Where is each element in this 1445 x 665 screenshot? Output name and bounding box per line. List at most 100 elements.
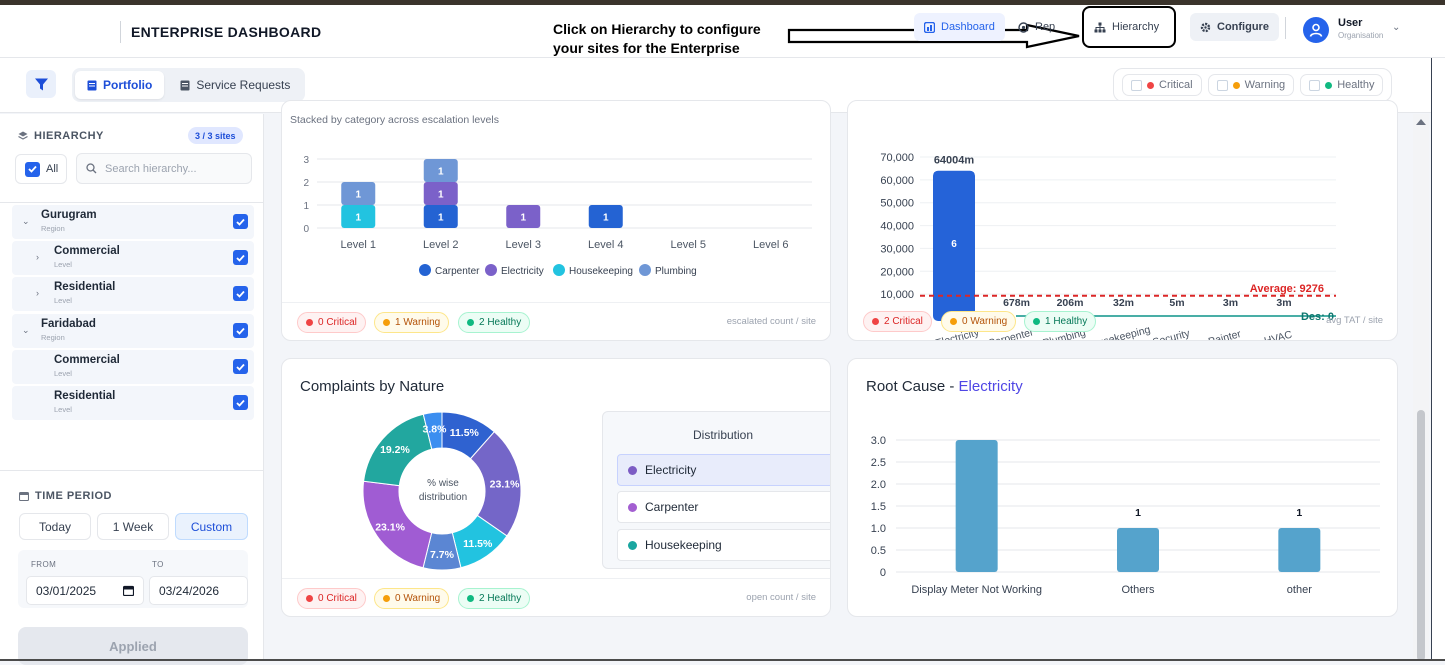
hierarchy-section-title: HIERARCHY [18, 130, 104, 142]
filter-icon [34, 78, 48, 90]
tree-node-checkbox[interactable] [233, 286, 248, 301]
tree-node-gurugram-commercial[interactable]: › Commercial Level [12, 241, 254, 275]
bar-value-label: 206m [1057, 297, 1084, 309]
tab-portfolio[interactable]: Portfolio [75, 71, 165, 99]
scroll-up-arrow-icon[interactable] [1416, 119, 1426, 125]
x-tick-label: Level 2 [423, 239, 458, 251]
tree-node-faridabad-commercial[interactable]: Commercial Level [12, 350, 254, 384]
hierarchy-search-input[interactable] [105, 162, 245, 175]
title-divider [120, 21, 121, 43]
distribution-item-electricity[interactable]: Electricity [617, 454, 830, 486]
divider [0, 470, 264, 471]
distribution-item-label: Electricity [645, 463, 697, 477]
bar-value-label: 1 [1135, 507, 1141, 519]
apply-button[interactable]: Applied [18, 627, 248, 665]
app-title: ENTERPRISE DASHBOARD [131, 24, 322, 40]
tree-node-name: Residential [54, 390, 116, 402]
tree-node-faridabad-residential[interactable]: Residential Level [12, 386, 254, 420]
card-footer: 2 Critical 0 Warning 1 Healthy avg TAT /… [848, 302, 1397, 340]
tree-node-checkbox[interactable] [233, 250, 248, 265]
chevron-down-icon[interactable]: ⌄ [22, 216, 30, 226]
footer-note: open count / site [746, 592, 816, 603]
tree-node-checkbox[interactable] [233, 323, 248, 338]
window-bottom-edge [0, 659, 1445, 661]
period-today-button[interactable]: Today [19, 513, 91, 540]
bar [955, 440, 998, 572]
y-tick-label: 70,000 [880, 152, 914, 164]
y-tick-label: 3 [303, 155, 309, 166]
bar-value-label: 678m [1003, 297, 1030, 309]
report-icon [1018, 21, 1029, 33]
warning-count-pill[interactable]: 0 Warning [374, 588, 450, 609]
distribution-item-label: Housekeeping [645, 538, 722, 552]
bar-inner-label: 6 [951, 239, 957, 250]
chevron-right-icon[interactable]: › [36, 252, 39, 262]
nav-hierarchy-button[interactable]: Hierarchy [1082, 6, 1176, 48]
tree-node-checkbox[interactable] [233, 395, 248, 410]
tree-node-type: Region [41, 224, 65, 233]
critical-count: 0 Critical [318, 593, 357, 604]
period-week-button[interactable]: 1 Week [97, 513, 169, 540]
x-tick-label: Level 1 [341, 239, 376, 251]
nav-report-label: Rep [1035, 21, 1056, 33]
nav-dashboard-label: Dashboard [941, 21, 995, 33]
distribution-item-housekeeping[interactable]: Housekeeping [617, 529, 830, 561]
card-title: Complaints by Nature [300, 378, 445, 395]
healthy-count-pill[interactable]: 2 Healthy [458, 312, 531, 333]
tree-node-gurugram[interactable]: ⌄ Gurugram Region [12, 205, 254, 239]
critical-count-pill[interactable]: 0 Critical [297, 312, 366, 333]
check-icon [236, 399, 245, 407]
tab-service-requests[interactable]: Service Requests [168, 71, 302, 99]
distribution-panel: Distribution Electricity Carpenter House… [602, 411, 830, 569]
chevron-down-icon[interactable]: ⌄ [1392, 22, 1401, 33]
tree-node-checkbox[interactable] [233, 214, 248, 229]
root-cause-category: Electricity [958, 378, 1023, 395]
search-icon [86, 163, 97, 174]
layers-icon [18, 131, 28, 140]
user-name[interactable]: User [1338, 17, 1363, 29]
select-all-checkbox[interactable] [25, 161, 40, 177]
period-custom-button[interactable]: Custom [175, 513, 248, 540]
select-all-button[interactable]: All [15, 154, 67, 184]
chevron-right-icon[interactable]: › [36, 288, 39, 298]
legend-healthy-toggle[interactable]: Healthy [1300, 74, 1384, 96]
nav-report-button[interactable]: Rep [1008, 13, 1065, 41]
nav-configure-button[interactable]: Configure [1190, 13, 1279, 41]
tree-node-type: Level [54, 405, 72, 414]
window-right-edge [1431, 58, 1445, 661]
scrollbar-thumb[interactable] [1417, 410, 1425, 661]
legend-checkbox[interactable] [1131, 79, 1142, 91]
tree-node-checkbox[interactable] [233, 359, 248, 374]
slice-label: 11.5% [463, 538, 493, 550]
warning-count-pill[interactable]: 0 Warning [941, 311, 1017, 332]
legend-warning-toggle[interactable]: Warning [1207, 74, 1295, 96]
warning-dot-icon [383, 595, 390, 602]
tree-node-gurugram-residential[interactable]: › Residential Level [12, 277, 254, 311]
legend-critical-toggle[interactable]: Critical [1122, 74, 1202, 96]
tree-node-faridabad[interactable]: ⌄ Faridabad Region [12, 314, 254, 348]
legend-healthy-label: Healthy [1337, 79, 1375, 91]
warning-count-pill[interactable]: 1 Warning [374, 312, 450, 333]
check-icon [236, 254, 245, 262]
to-date-field[interactable]: 03/24/2026 [149, 576, 248, 605]
distribution-item-carpenter[interactable]: Carpenter [617, 491, 830, 523]
scrollbar[interactable] [1413, 114, 1429, 661]
critical-dot-icon [306, 595, 313, 602]
user-avatar[interactable] [1303, 17, 1329, 43]
critical-count-pill[interactable]: 0 Critical [297, 588, 366, 609]
nav-dashboard-button[interactable]: Dashboard [914, 13, 1005, 41]
x-tick-label: HVAC [1263, 329, 1294, 341]
to-date-value: 03/24/2026 [159, 583, 220, 598]
calendar-icon[interactable] [123, 585, 134, 596]
warning-count: 0 Warning [395, 593, 441, 604]
healthy-count-pill[interactable]: 2 Healthy [458, 588, 531, 609]
check-icon [28, 165, 37, 173]
legend-label: Housekeeping [569, 266, 633, 277]
critical-count-pill[interactable]: 2 Critical [863, 311, 932, 332]
from-date-field[interactable]: 03/01/2025 [26, 576, 144, 605]
filter-button[interactable] [26, 70, 56, 98]
legend-checkbox[interactable] [1216, 79, 1228, 91]
healthy-count-pill[interactable]: 1 Healthy [1024, 311, 1097, 332]
legend-checkbox[interactable] [1309, 79, 1321, 91]
chevron-down-icon[interactable]: ⌄ [22, 325, 30, 335]
